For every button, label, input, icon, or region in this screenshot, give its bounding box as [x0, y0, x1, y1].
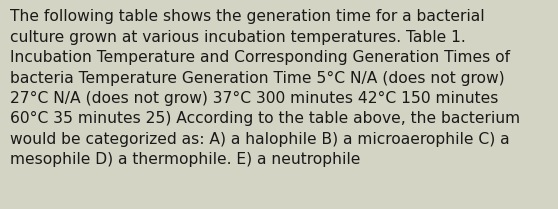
Text: The following table shows the generation time for a bacterial
culture grown at v: The following table shows the generation…	[10, 9, 520, 167]
